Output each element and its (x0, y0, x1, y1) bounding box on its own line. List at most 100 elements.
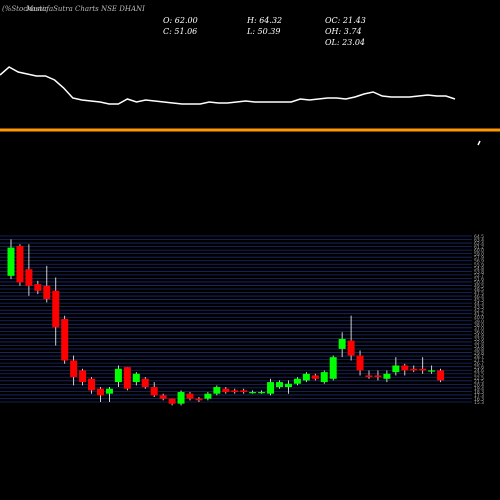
candle-body (392, 365, 400, 373)
price-tick-label: 28.7 (474, 354, 484, 360)
candle-body (213, 387, 221, 394)
candle-body (16, 245, 24, 283)
price-tick-label: 42.2 (474, 308, 484, 314)
candle-body (302, 373, 310, 381)
candle-body (186, 393, 194, 399)
candlestick-series (7, 239, 445, 406)
candle-body (240, 390, 248, 393)
price-tick-label: 45.3 (474, 298, 484, 304)
price-tick-label: 39.0 (474, 319, 484, 325)
ohlc-low: L: 50.39 (246, 27, 280, 36)
price-tick-label: 63.4 (474, 238, 484, 244)
price-tick-label: 40.0 (474, 315, 484, 321)
candle-body (168, 398, 176, 404)
candle-body (401, 365, 409, 371)
candle-body (356, 355, 364, 371)
candle-body (204, 393, 212, 399)
candle-body (61, 319, 69, 361)
candle-body (284, 383, 292, 388)
candle-body (97, 388, 104, 396)
price-tick-label: 27.7 (474, 358, 484, 364)
price-tick-label: 18.3 (474, 389, 484, 395)
price-grid (0, 235, 472, 403)
price-tick-label: 51.6 (474, 276, 484, 282)
price-tick-label: 30.8 (474, 347, 484, 353)
candle-body (105, 388, 113, 394)
candle-body (437, 370, 445, 381)
candle-body (141, 378, 149, 388)
price-tick-label: 57.9 (474, 255, 484, 261)
price-tick-label: 55.9 (474, 262, 484, 268)
candle-body (249, 392, 257, 394)
candle-body (329, 357, 337, 379)
candle-body (132, 373, 140, 383)
candle-body (7, 247, 15, 276)
price-tick-label: 56.9 (474, 259, 484, 265)
price-tick-label: 15.3 (474, 400, 484, 406)
price-tick-label: 25.6 (474, 365, 484, 371)
candle-body (114, 368, 122, 383)
price-tick-label: 34.9 (474, 333, 484, 339)
ohlc-ol: OL: 23.04 (325, 38, 365, 47)
candle-body (34, 284, 42, 291)
price-tick-label: 24.6 (474, 368, 484, 374)
price-tick-label: 46.4 (474, 294, 484, 300)
price-tick-label: 64.5 (474, 234, 484, 240)
price-tick-label: 38.0 (474, 322, 484, 328)
price-tick-label: 52.7 (474, 273, 484, 279)
price-tick-label: 54.8 (474, 266, 484, 272)
ohlc-open: O: 62.00 (163, 16, 198, 25)
candle-body (195, 398, 203, 401)
stochastic-line (0, 66, 456, 105)
price-tick-label: 37.0 (474, 326, 484, 332)
candle-body (419, 368, 427, 371)
candle-body (293, 378, 301, 384)
candle-body (347, 340, 355, 356)
price-tick-label: 44.3 (474, 301, 484, 307)
candle-body (25, 269, 33, 286)
stochastic-marker (477, 140, 481, 146)
candle-body (320, 372, 328, 383)
candle-body (222, 388, 230, 393)
price-tick-label: 48.5 (474, 287, 484, 293)
price-tick-label: 23.5 (474, 372, 484, 378)
price-tick-label: 32.9 (474, 340, 484, 346)
price-tick-label: 47.5 (474, 291, 484, 297)
price-tick-label: 29.8 (474, 351, 484, 357)
candle-body (311, 375, 319, 379)
price-tick-label: 20.4 (474, 382, 484, 388)
price-tick-label: 62.4 (474, 241, 484, 247)
stochastic-panel (0, 66, 500, 146)
candle-body (79, 370, 87, 383)
price-tick-label: 19.4 (474, 386, 484, 392)
candle-body (43, 285, 51, 300)
candle-body (410, 368, 418, 371)
candle-body (374, 375, 382, 378)
price-tick-label: 33.9 (474, 336, 484, 342)
candle-body (70, 360, 78, 378)
candle-body (177, 392, 185, 404)
chart-title: MunafaSutra Charts NSE DHANI (25, 5, 145, 13)
candle-body (159, 395, 167, 399)
price-tick-labels: 64.563.462.461.260.059.057.956.955.954.8… (474, 234, 484, 406)
price-tick-label: 43.3 (474, 305, 484, 311)
ohlc-high: H: 64.32 (246, 16, 282, 25)
candle-body (267, 382, 275, 394)
candle-body (258, 392, 266, 394)
price-tick-label: 41.2 (474, 312, 484, 318)
ohlc-oc: OC: 21.43 (325, 16, 366, 25)
price-tick-label: 50.4 (474, 280, 484, 286)
price-tick-label: 49.5 (474, 283, 484, 289)
price-tick-label: 53.8 (474, 269, 484, 275)
price-tick-label: 22.5 (474, 375, 484, 381)
price-tick-label: 36.0 (474, 329, 484, 335)
price-tick-label: 26.7 (474, 361, 484, 367)
candle-body (150, 387, 158, 396)
candle-body (231, 390, 239, 393)
price-tick-label: 16.3 (474, 396, 484, 402)
price-tick-label: 31.8 (474, 343, 484, 349)
price-tick-label: 61.2 (474, 245, 484, 251)
candle-body (383, 373, 391, 379)
price-tick-label: 21.5 (474, 379, 484, 385)
